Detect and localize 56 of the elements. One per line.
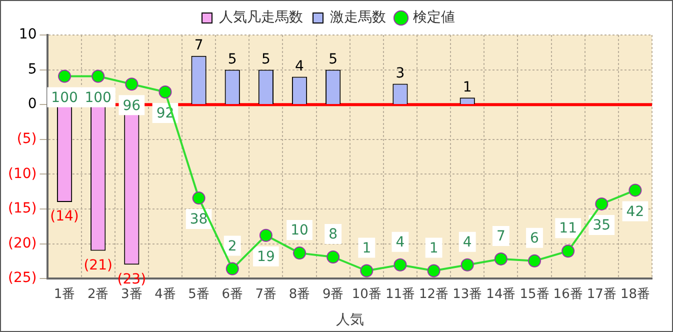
x-tick-label: 5番 (188, 286, 210, 302)
data-label: 7 (194, 38, 204, 54)
x-tick-label: 7番 (255, 286, 277, 302)
data-label: 5 (261, 51, 270, 68)
data-label: 3 (396, 65, 405, 82)
data-label: 19 (257, 249, 275, 266)
x-tick-label: 16番 (553, 286, 583, 302)
x-tick-label: 10番 (352, 286, 382, 302)
data-label: 4 (396, 234, 405, 250)
x-tick-label: 4番 (154, 286, 176, 302)
data-label: 1 (429, 240, 438, 256)
x-tick-label: 9番 (322, 286, 344, 302)
data-label: 7 (496, 228, 506, 245)
data-label: 1 (362, 240, 372, 256)
legend-label: 激走馬数 (330, 10, 386, 26)
y-tick-label: 0 (28, 96, 37, 112)
data-label: (21) (84, 257, 112, 274)
data-label: 8 (328, 226, 338, 243)
data-label: 96 (122, 98, 141, 114)
y-tick-label: (10) (8, 166, 37, 182)
data-label: 2 (228, 238, 237, 254)
legend-label: 人気凡走馬数 (219, 10, 303, 26)
data-label: 38 (190, 212, 208, 228)
data-label: 1 (462, 79, 472, 96)
data-label: 5 (328, 51, 338, 68)
x-tick-label: 17番 (586, 286, 616, 302)
data-label: 11 (559, 220, 577, 237)
data-label: 42 (626, 204, 644, 220)
y-tick-label: 5 (28, 61, 37, 78)
y-tick-label: 10 (18, 26, 37, 43)
y-tick-label: (15) (8, 200, 37, 217)
y-tick-label: (5) (16, 131, 37, 148)
x-tick-label: 12番 (419, 286, 449, 302)
y-tick-label: (25) (8, 270, 37, 286)
legend-label: 検定値 (413, 10, 455, 26)
x-tick-label: 6番 (222, 286, 244, 302)
y-tick-label: (20) (8, 235, 37, 252)
data-label: 100 (51, 90, 78, 106)
data-label: 4 (295, 58, 304, 74)
x-tick-label: 15番 (520, 286, 550, 302)
x-axis-title: 人気 (336, 312, 364, 328)
x-tick-label: 14番 (486, 286, 516, 302)
x-tick-label: 13番 (452, 286, 482, 302)
x-tick-label: 1番 (54, 286, 76, 302)
x-tick-label: 3番 (121, 286, 142, 302)
data-label: 4 (462, 234, 472, 250)
data-label: 10 (290, 222, 308, 239)
x-tick-label: 2番 (87, 286, 109, 302)
x-tick-label: 8番 (288, 286, 310, 302)
data-label: 5 (228, 51, 237, 68)
data-label: 100 (84, 90, 112, 106)
x-tick-label: 11番 (385, 286, 415, 302)
data-label: 6 (530, 230, 540, 247)
data-label: (14) (50, 208, 79, 225)
data-label: 35 (592, 218, 611, 234)
x-tick-label: 18番 (620, 286, 650, 302)
